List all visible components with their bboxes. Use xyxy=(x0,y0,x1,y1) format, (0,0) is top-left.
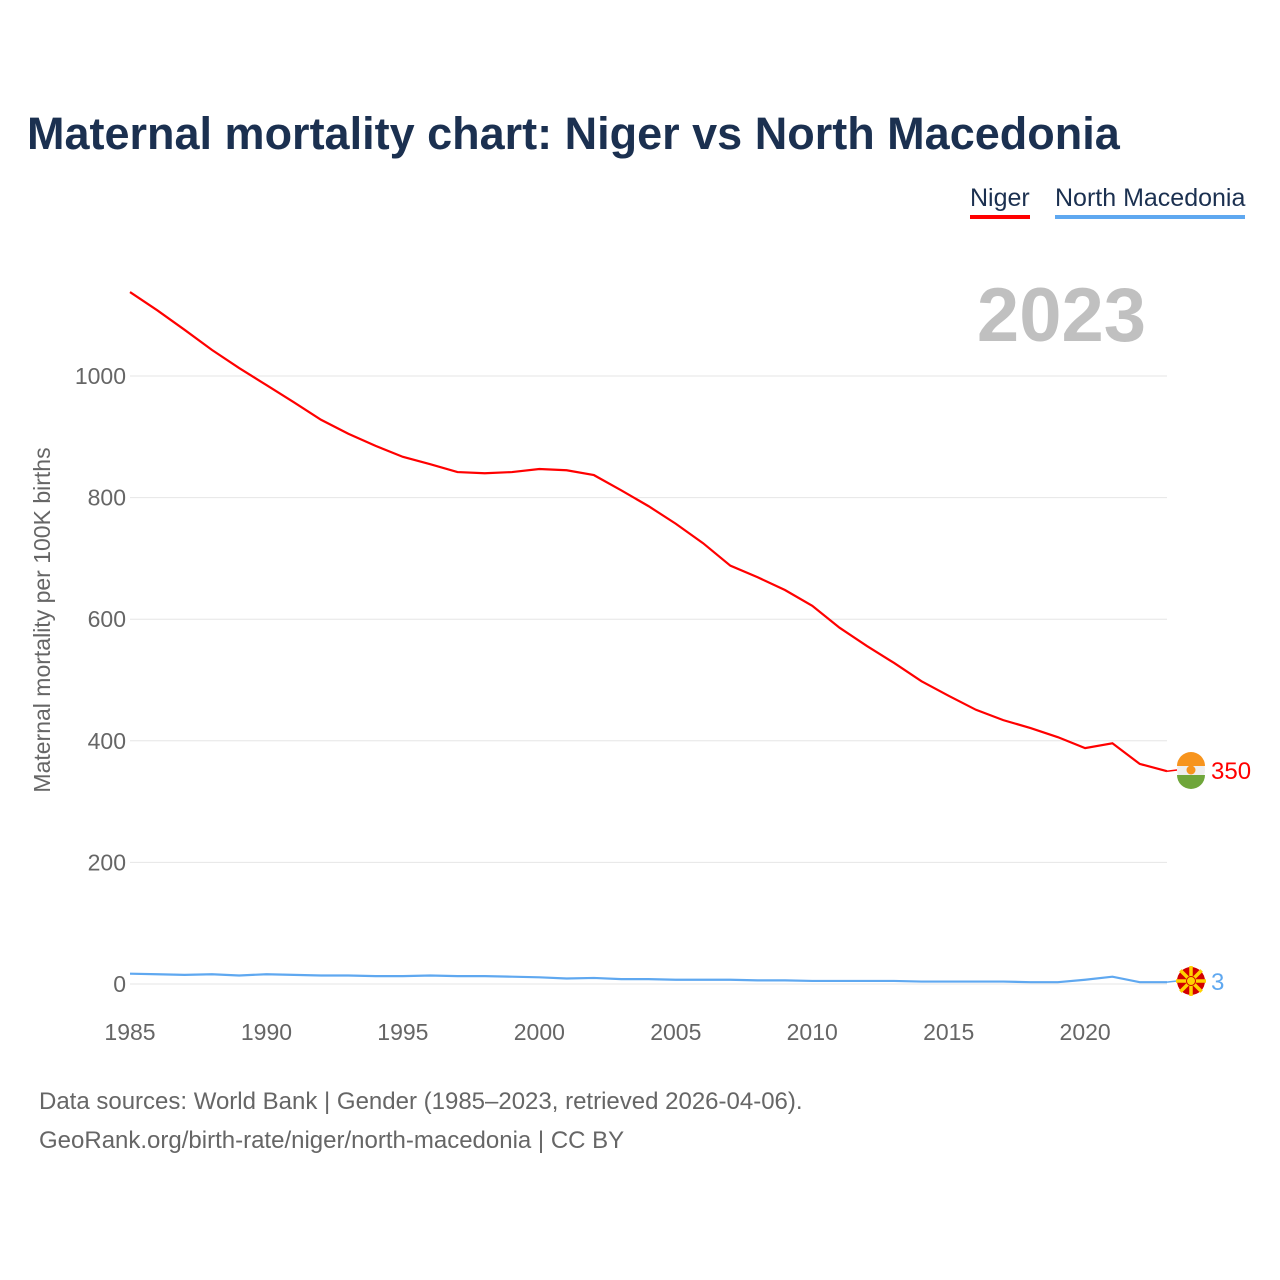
x-tick-label: 1985 xyxy=(104,1019,155,1045)
y-tick-label: 400 xyxy=(88,728,126,754)
x-tick-label: 2000 xyxy=(514,1019,565,1045)
y-tick-label: 800 xyxy=(88,485,126,511)
x-tick-label: 1995 xyxy=(377,1019,428,1045)
end-value-label: 3 xyxy=(1211,969,1224,996)
legend-north-macedonia[interactable]: North Macedonia xyxy=(1055,184,1246,219)
end-value-label: 350 xyxy=(1211,758,1251,785)
flag-stripe xyxy=(1177,752,1205,766)
end-connector xyxy=(1166,980,1178,983)
legend-niger[interactable]: Niger xyxy=(970,184,1030,219)
chart-title: Maternal mortality chart: Niger vs North… xyxy=(27,108,1120,159)
y-tick-label: 1000 xyxy=(75,363,126,389)
y-axis-label: Maternal mortality per 100K births xyxy=(29,447,55,792)
y-tick-label: 600 xyxy=(88,606,126,632)
footer-link[interactable]: GeoRank.org/birth-rate/niger/north-maced… xyxy=(39,1127,625,1154)
x-tick-label: 2015 xyxy=(923,1019,974,1045)
flag-stripe xyxy=(1177,775,1205,789)
flag-sun xyxy=(1186,976,1196,986)
footer-sources: Data sources: World Bank | Gender (1985–… xyxy=(39,1088,803,1115)
year-label: 2023 xyxy=(976,273,1146,358)
y-tick-label: 200 xyxy=(88,849,126,875)
flag-sun xyxy=(1186,765,1196,775)
series-line-niger xyxy=(129,291,1168,773)
series-line-north-macedonia xyxy=(129,972,1167,984)
x-tick-label: 2010 xyxy=(787,1019,838,1045)
x-tick-label: 2020 xyxy=(1060,1019,1111,1045)
x-tick-label: 2005 xyxy=(650,1019,701,1045)
end-connector xyxy=(1166,769,1178,772)
x-tick-label: 1990 xyxy=(241,1019,292,1045)
y-tick-label: 0 xyxy=(113,971,126,997)
